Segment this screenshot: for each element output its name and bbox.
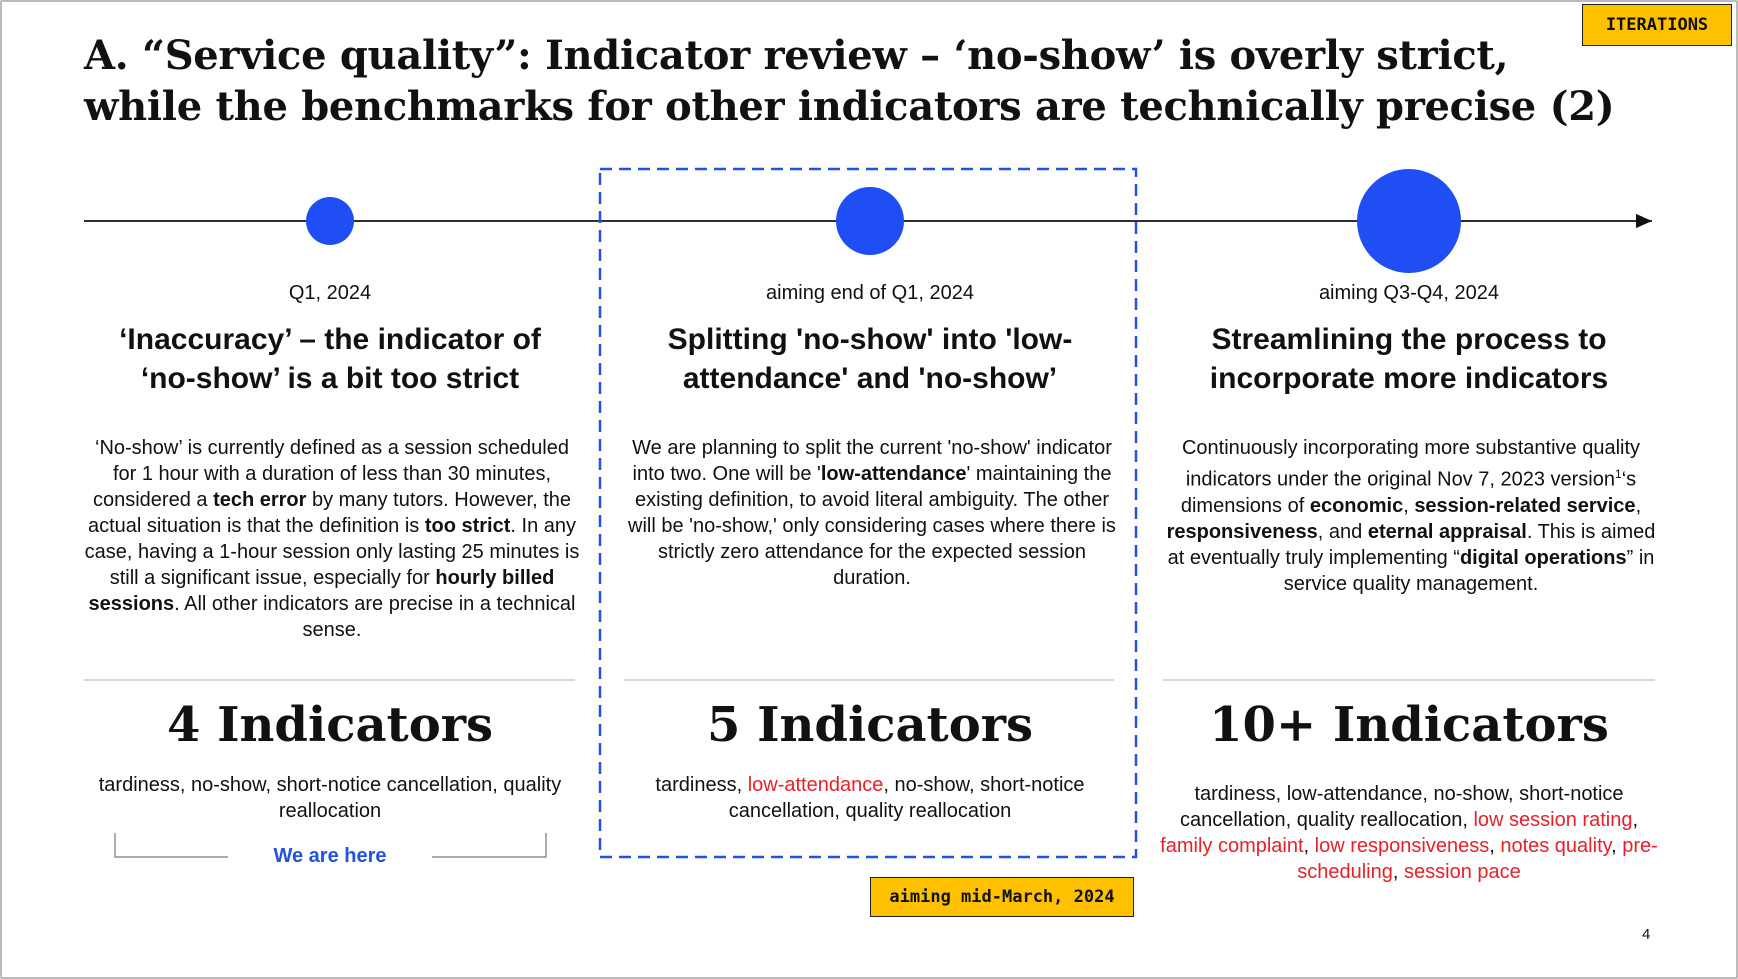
text-run: , (1635, 494, 1642, 517)
indicator-text: tardiness, no-show, short-notice cancell… (98, 774, 562, 822)
heading-line: Splitting 'no-show' into 'low- (667, 323, 1073, 356)
text-run: hourly billed sessions (88, 567, 555, 615)
current-focus-box (598, 167, 1138, 859)
text-run: economic (1309, 494, 1404, 517)
new-indicator: session pace (1404, 861, 1521, 883)
new-indicator: low session rating (1473, 809, 1633, 831)
new-indicator: low-attendance (747, 774, 884, 796)
text-run: by many tutors. However, the actual situ… (87, 489, 571, 537)
text-run: Continuously incorporating more substant… (1181, 437, 1641, 491)
indicator-count: 10+ Indicators (1209, 697, 1609, 753)
indicator-list: tardiness, low-attendance, no-show, shor… (621, 772, 1119, 824)
milestone-dot (306, 197, 354, 245)
text-run: ” in service quality management. (1283, 546, 1655, 595)
title-line: A. “Service quality”: Indicator review –… (84, 32, 1509, 79)
slide-title: A. “Service quality”: Indicator review –… (84, 30, 1615, 132)
new-indicator: notes quality (1500, 835, 1612, 857)
heading: Streamlining the process to incorporate m… (1160, 320, 1658, 398)
indicator-text: tardiness, (655, 774, 748, 796)
body-text: We are planning to split the current 'no… (621, 435, 1123, 591)
text-run: responsiveness (1166, 520, 1318, 543)
new-indicator: family complaint (1160, 835, 1304, 857)
milestone-label: aiming mid-March, 2024 (870, 877, 1134, 917)
heading-line: attendance' and 'no-show’ (682, 362, 1058, 395)
text-run: . All other indicators are precise in a … (174, 593, 576, 641)
bracket (114, 833, 547, 858)
new-indicator: pre-scheduling (1297, 835, 1658, 883)
new-indicator: low responsiveness (1314, 835, 1490, 857)
heading-line: ‘no-show’ is a bit too strict (140, 362, 520, 395)
text-run: digital operations (1459, 546, 1627, 569)
heading-line: ‘Inaccuracy’ – the indicator of (119, 323, 541, 356)
text-run: , (1403, 494, 1415, 517)
body-text: ‘No-show’ is currently defined as a sess… (81, 435, 583, 643)
we-are-here: We are here (273, 845, 387, 867)
indicator-text: , (1392, 861, 1404, 883)
heading: Splitting 'no-show' into 'low-attendance… (621, 320, 1119, 398)
indicator-count: 5 Indicators (706, 697, 1034, 753)
indicator-text: , (1303, 835, 1315, 857)
indicator-text: , (1611, 835, 1623, 857)
section-tag: ITERATIONS (1582, 4, 1732, 46)
page-number: 4 (1642, 926, 1651, 943)
heading-line: incorporate more indicators (1209, 362, 1609, 395)
text-run: too strict (424, 515, 511, 537)
body-text: Continuously incorporating more substant… (1160, 435, 1662, 597)
text-run: eternal appraisal (1367, 520, 1527, 543)
indicator-list: tardiness, no-show, short-notice cancell… (81, 772, 579, 824)
indicator-text: , (1489, 835, 1501, 857)
text-run: ' maintaining the existing definition, t… (628, 463, 1116, 589)
heading-line: Streamlining the process to (1211, 323, 1607, 356)
text-run: tech error (213, 489, 307, 511)
text-run: . This is aimed at eventually truly impl… (1167, 520, 1656, 569)
text-run: low-attendance (820, 463, 967, 485)
title-line: while the benchmarks for other indicator… (84, 83, 1615, 130)
date: aiming Q3-Q4, 2024 (1318, 282, 1500, 304)
indicator-count: 4 Indicators (166, 697, 494, 753)
text-run: ‘No-show’ is currently defined as a sess… (92, 437, 569, 511)
indicator-text: , no-show, short-notice cancellation, qu… (728, 774, 1085, 822)
text-run: , and (1317, 520, 1368, 543)
milestone-dot (1357, 169, 1461, 273)
text-run: We are planning to split the current 'no… (632, 437, 1112, 485)
text-run: ‘s dimensions of (1180, 468, 1637, 517)
text-run: 1 (1615, 467, 1622, 481)
heading: ‘Inaccuracy’ – the indicator of ‘no-show’… (81, 320, 579, 398)
text-run: . In any case, having a 1-hour session o… (84, 515, 580, 589)
indicator-list: tardiness, low-attendance, no-show, shor… (1160, 781, 1658, 885)
text-run: session-related service (1414, 494, 1636, 517)
date: Q1, 2024 (288, 282, 372, 304)
milestone-dot (836, 187, 904, 255)
indicator-text: tardiness, low-attendance, no-show, shor… (1179, 783, 1624, 831)
date: aiming end of Q1, 2024 (766, 282, 974, 304)
indicator-text: , (1632, 809, 1639, 831)
